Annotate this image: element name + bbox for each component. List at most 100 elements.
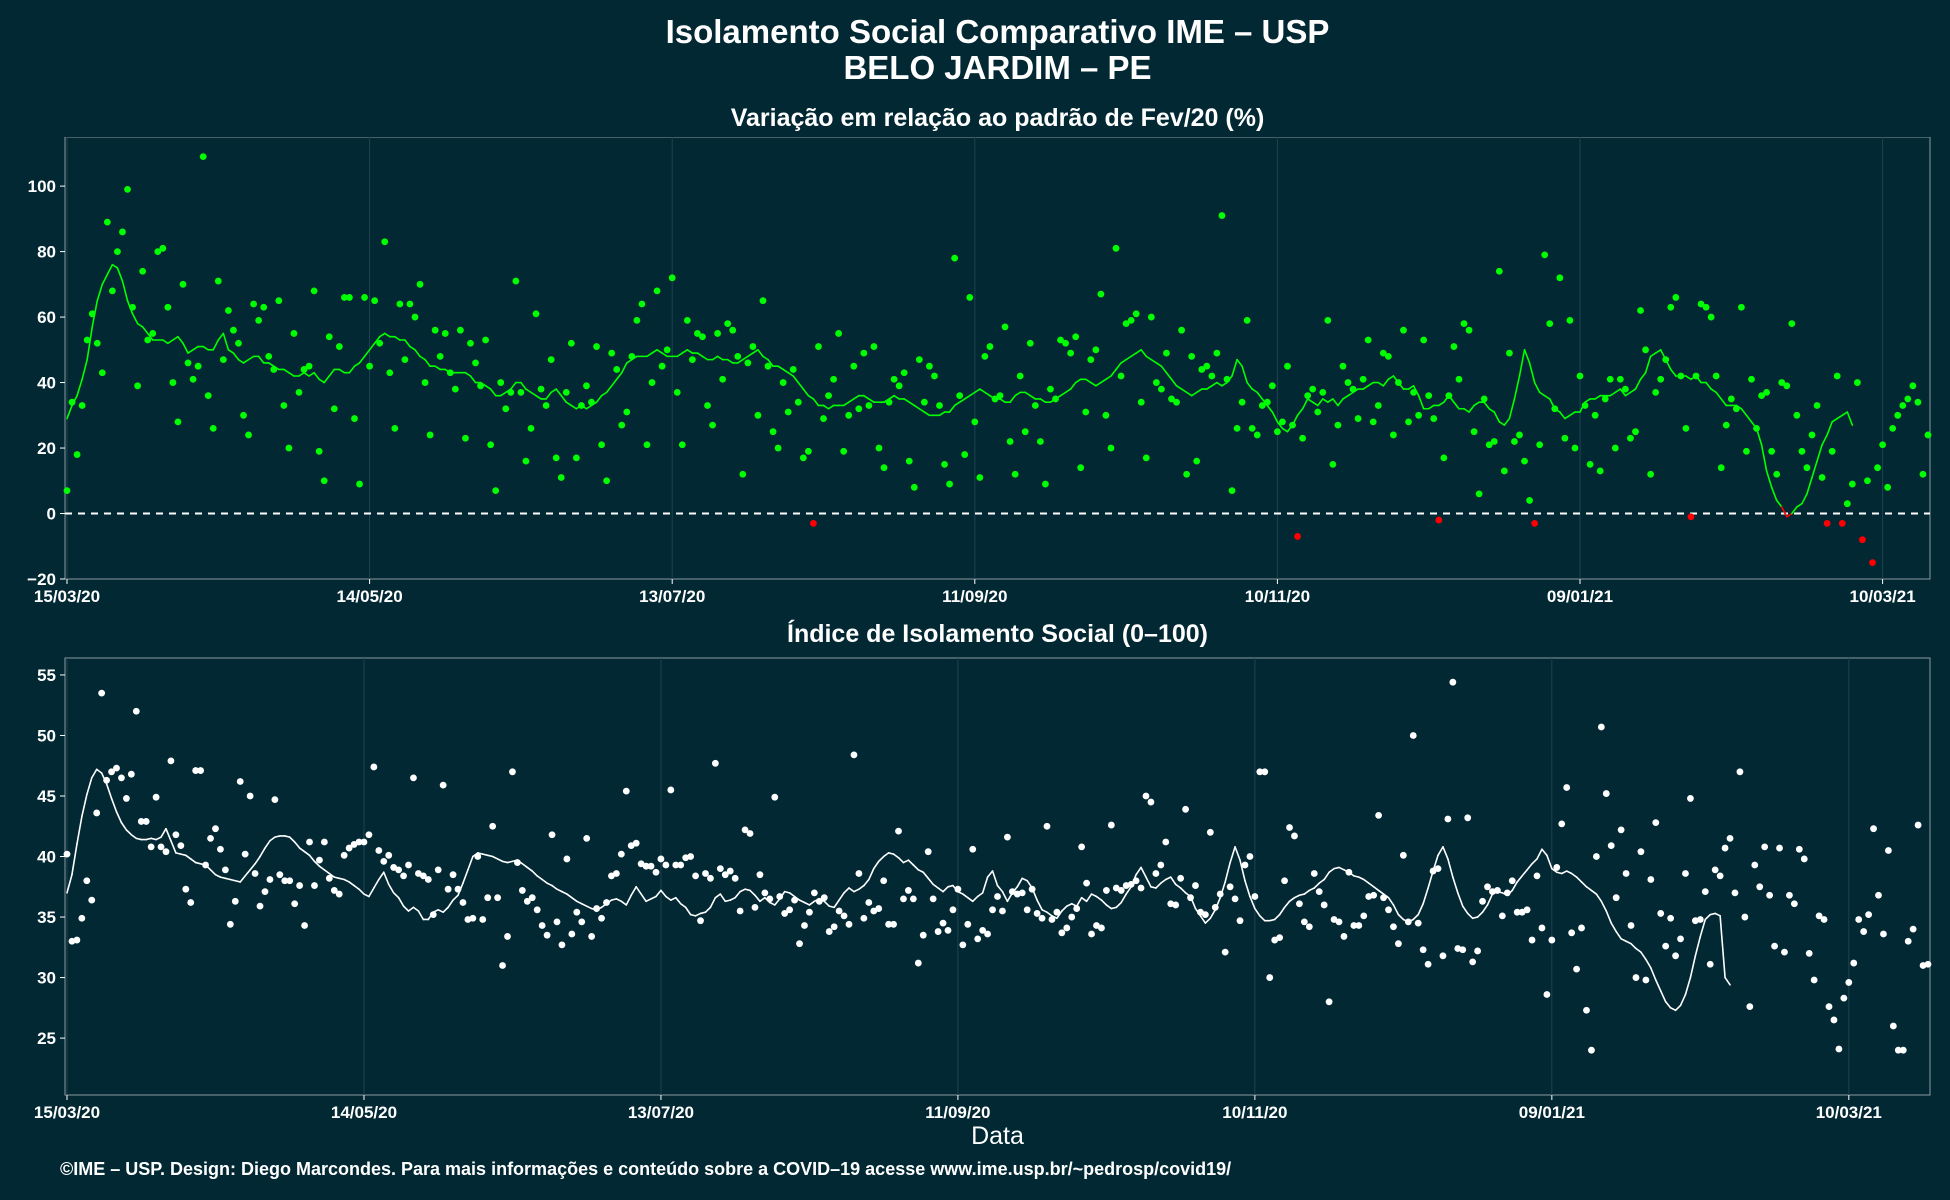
data-point [1274, 428, 1281, 436]
trend-line-segment [1075, 896, 1083, 907]
data-point [429, 911, 437, 919]
trend-line-segment [531, 870, 538, 877]
data-point [1662, 942, 1670, 950]
panel1-title: Variação em relação ao padrão de Fev/20 … [730, 104, 1265, 132]
trend-line-segment [1640, 951, 1647, 961]
data-point [673, 388, 681, 396]
data-point [961, 451, 969, 458]
trend-line-segment [918, 407, 926, 413]
data-point [1528, 936, 1536, 944]
trend-line-segment [1155, 362, 1163, 367]
y-tick-label: 50 [37, 726, 56, 745]
data-point [1736, 768, 1744, 776]
trend-line-segment [177, 335, 184, 345]
data-point [895, 827, 902, 835]
data-point [979, 926, 987, 934]
data-point [1778, 379, 1786, 386]
data-point [1753, 424, 1760, 432]
data-point [255, 316, 263, 324]
trend-line-segment [661, 352, 668, 358]
data-point [731, 874, 739, 882]
trend-line-segment [86, 326, 94, 361]
trend-line-segment [101, 273, 109, 286]
trend-line-segment [802, 388, 810, 397]
data-point [1763, 388, 1771, 396]
trend-line-segment [145, 837, 152, 841]
trend-line-segment [1595, 893, 1603, 903]
trend-line-segment [570, 404, 578, 410]
trend-line-segment [313, 860, 321, 868]
trend-line-segment [1377, 889, 1385, 895]
trend-line-segment [1377, 381, 1385, 387]
data-point [1218, 212, 1226, 219]
data-point [1667, 914, 1675, 922]
data-point [1516, 431, 1523, 439]
data-point [1474, 947, 1481, 955]
data-point [1838, 519, 1846, 527]
trend-line-segment [1493, 411, 1501, 423]
trend-line-segment [1362, 385, 1369, 390]
trend-line-segment [1174, 883, 1182, 889]
trend-line-segment [1704, 913, 1712, 921]
data-point [1696, 916, 1704, 923]
data-point [1231, 895, 1239, 903]
data-point [1899, 402, 1907, 409]
data-point [989, 906, 996, 914]
trend-line-segment [749, 889, 756, 897]
trend-line-segment [303, 371, 310, 377]
data-point [286, 877, 294, 885]
trend-line-segment [1090, 893, 1098, 898]
data-point [694, 330, 701, 337]
footer-credits: ©IME – USP. Design: Diego Marcondes. Par… [60, 1159, 1232, 1179]
trend-line-segment [521, 862, 529, 869]
data-point [1672, 294, 1680, 301]
trend-line-segment [1650, 967, 1657, 981]
data-point [976, 474, 984, 481]
data-point [1435, 516, 1443, 524]
data-point [192, 767, 200, 774]
trend-line-segment [1009, 394, 1016, 404]
trend-line-segment [560, 394, 568, 404]
data-point [149, 330, 157, 337]
data-point [265, 352, 273, 360]
trend-line-segment [1347, 391, 1354, 397]
data-point [405, 861, 412, 869]
trend-line-segment [1204, 917, 1212, 924]
y-tick-label: 40 [37, 374, 56, 393]
data-point [1511, 438, 1518, 445]
data-point [653, 287, 661, 295]
data-point [311, 882, 318, 889]
data-point [230, 326, 237, 334]
data-point [1711, 866, 1719, 874]
trend-line-segment [187, 349, 194, 354]
data-point [1132, 310, 1140, 318]
data-point [439, 781, 447, 789]
trend-line-segment [525, 388, 532, 394]
data-point [1137, 398, 1145, 406]
data-point [558, 941, 566, 949]
trend-line-segment [506, 860, 514, 864]
data-point [270, 366, 278, 373]
trend-line-segment [363, 349, 371, 358]
trend-line-segment [1488, 407, 1496, 413]
data-point [1385, 906, 1392, 914]
trend-line-segment [1125, 355, 1132, 361]
trend-line-segment [953, 401, 961, 407]
data-point [657, 855, 665, 863]
data-point [1395, 940, 1402, 948]
x-tick-label: 13/07/20 [628, 1103, 694, 1122]
trend-line-segment [1293, 894, 1301, 899]
trend-line-segment [807, 394, 815, 400]
trend-line-segment [1039, 398, 1047, 404]
trend-line-segment [378, 332, 386, 338]
data-point [966, 294, 974, 301]
trend-line-segment [530, 391, 537, 397]
trend-line-segment [991, 870, 999, 887]
data-point [810, 889, 818, 897]
trend-line-segment [1342, 394, 1349, 400]
data-point [1082, 408, 1090, 416]
data-point [905, 887, 912, 894]
data-point [386, 369, 394, 377]
trend-line-segment [1164, 876, 1172, 881]
trend-line-segment [1453, 401, 1460, 410]
